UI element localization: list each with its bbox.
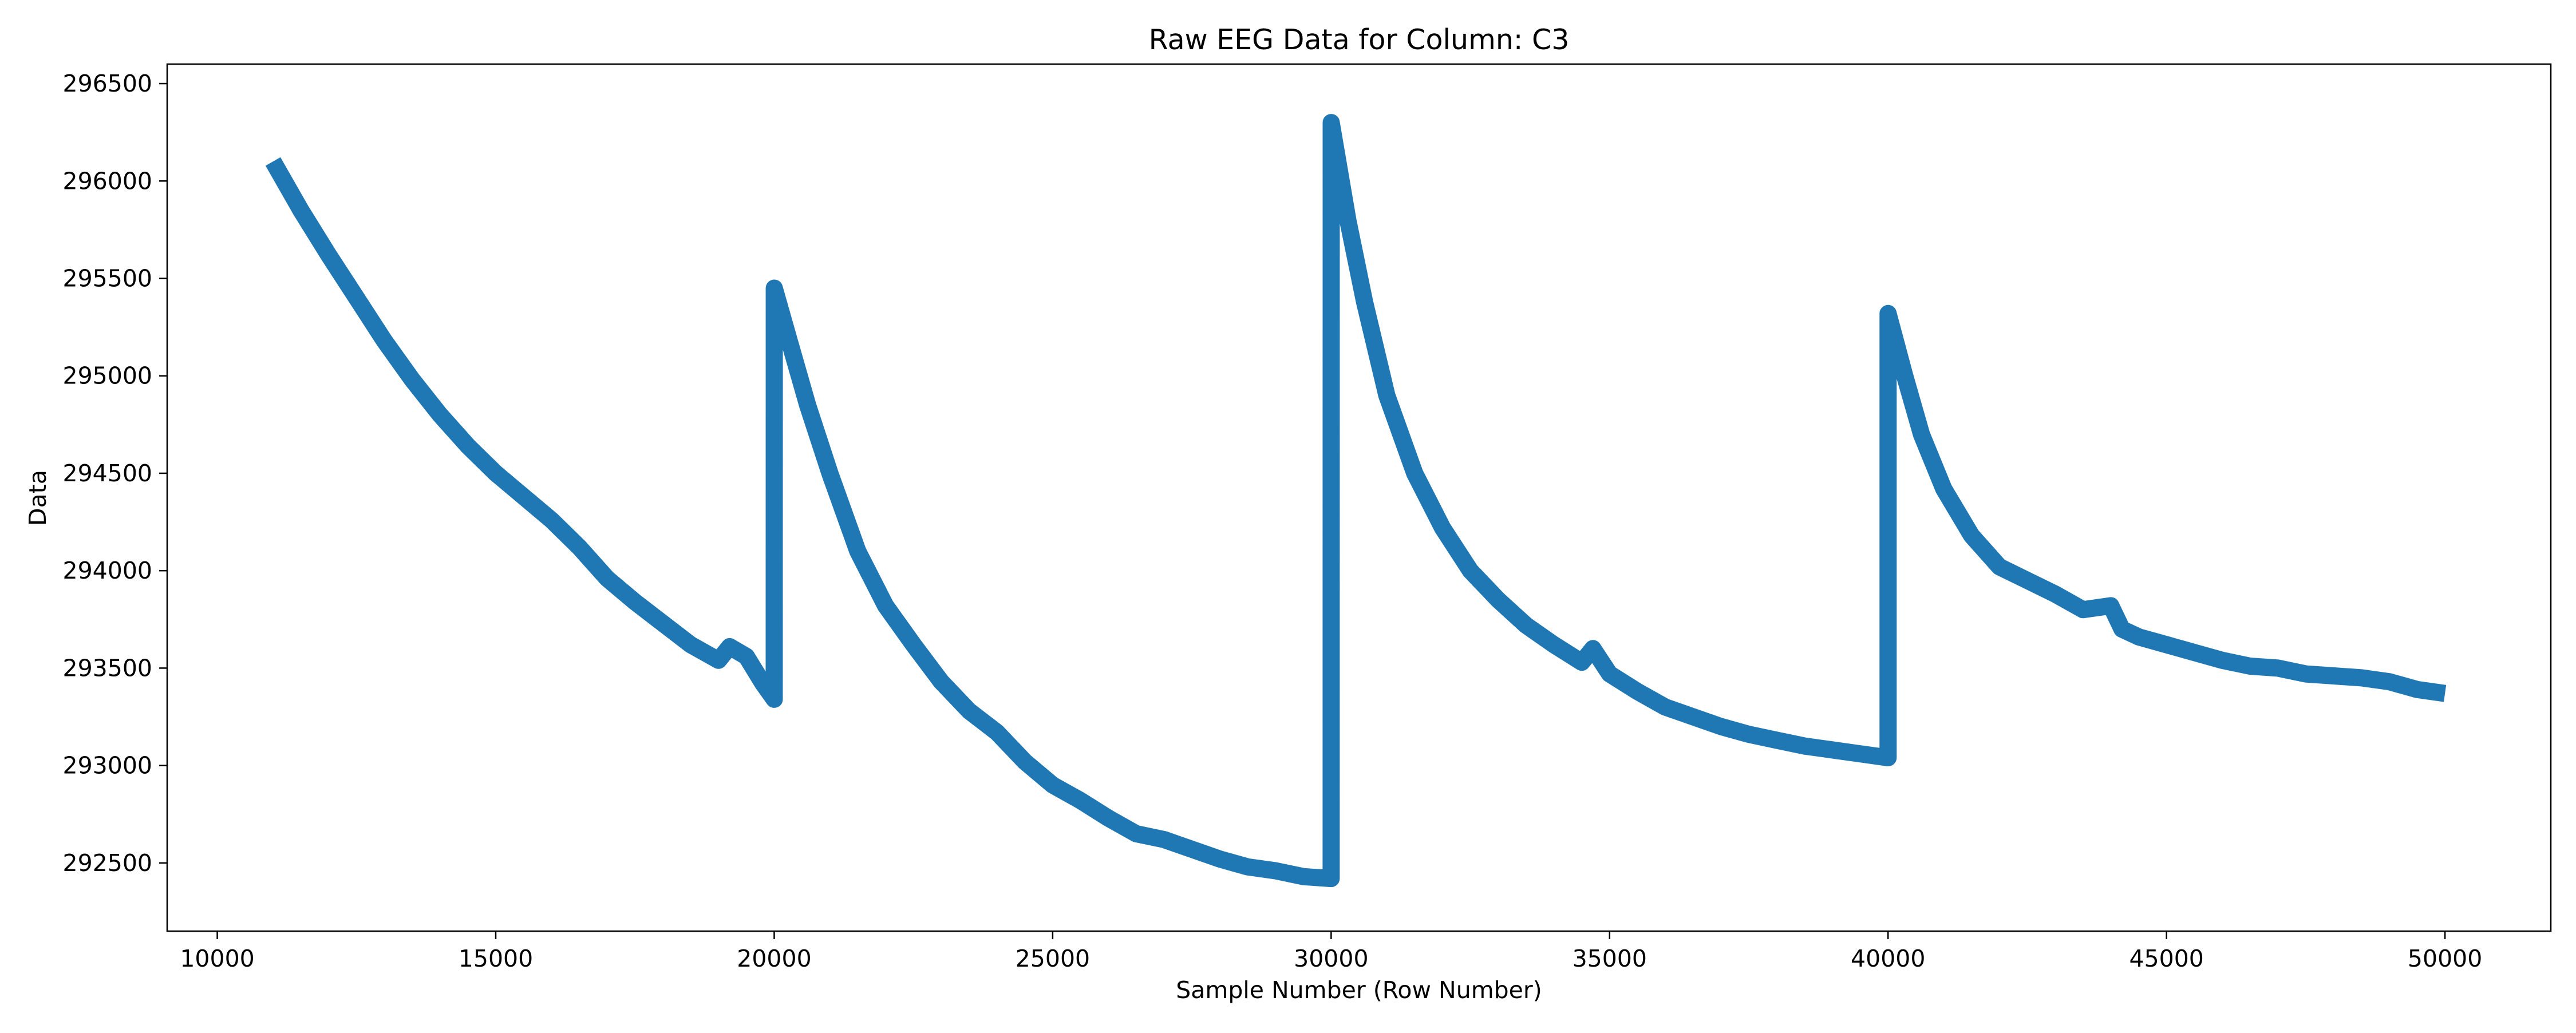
y-tick-label: 294500 bbox=[62, 460, 152, 487]
y-tick-label: 293000 bbox=[62, 752, 152, 779]
x-tick-label: 20000 bbox=[737, 945, 811, 972]
x-tick-label: 15000 bbox=[459, 945, 533, 972]
y-tick-label: 296000 bbox=[62, 167, 152, 195]
plot-area-frame bbox=[166, 63, 2552, 932]
series-layer bbox=[265, 114, 2447, 888]
chart-title: Raw EEG Data for Column: C3 bbox=[1149, 23, 1570, 56]
x-tick-label: 45000 bbox=[2129, 945, 2203, 972]
y-tick-label: 296500 bbox=[62, 70, 152, 97]
x-tick-label: 25000 bbox=[1016, 945, 1090, 972]
y-tick-label: 295000 bbox=[62, 362, 152, 390]
x-tick-label: 40000 bbox=[1851, 945, 1925, 972]
y-tick-label: 294000 bbox=[62, 557, 152, 584]
x-axis: 10000 15000 20000 25000 30000 35000 40000 45000… bbox=[180, 931, 2482, 972]
y-axis-label: Data bbox=[24, 470, 52, 526]
x-tick-label: 35000 bbox=[1573, 945, 1647, 972]
y-tick-label: 295500 bbox=[62, 264, 152, 292]
y-tick-label: 292500 bbox=[62, 849, 152, 877]
y-axis: 292500 293000 293500 294000 294500 295000 2955… bbox=[62, 70, 167, 877]
x-tick-label: 10000 bbox=[180, 945, 254, 972]
y-tick-label: 293500 bbox=[62, 654, 152, 682]
x-tick-label: 50000 bbox=[2408, 945, 2482, 972]
x-tick-label: 30000 bbox=[1294, 945, 1368, 972]
series-0-line bbox=[265, 114, 2447, 888]
x-axis-label: Sample Number (Row Number) bbox=[1176, 976, 1542, 1004]
